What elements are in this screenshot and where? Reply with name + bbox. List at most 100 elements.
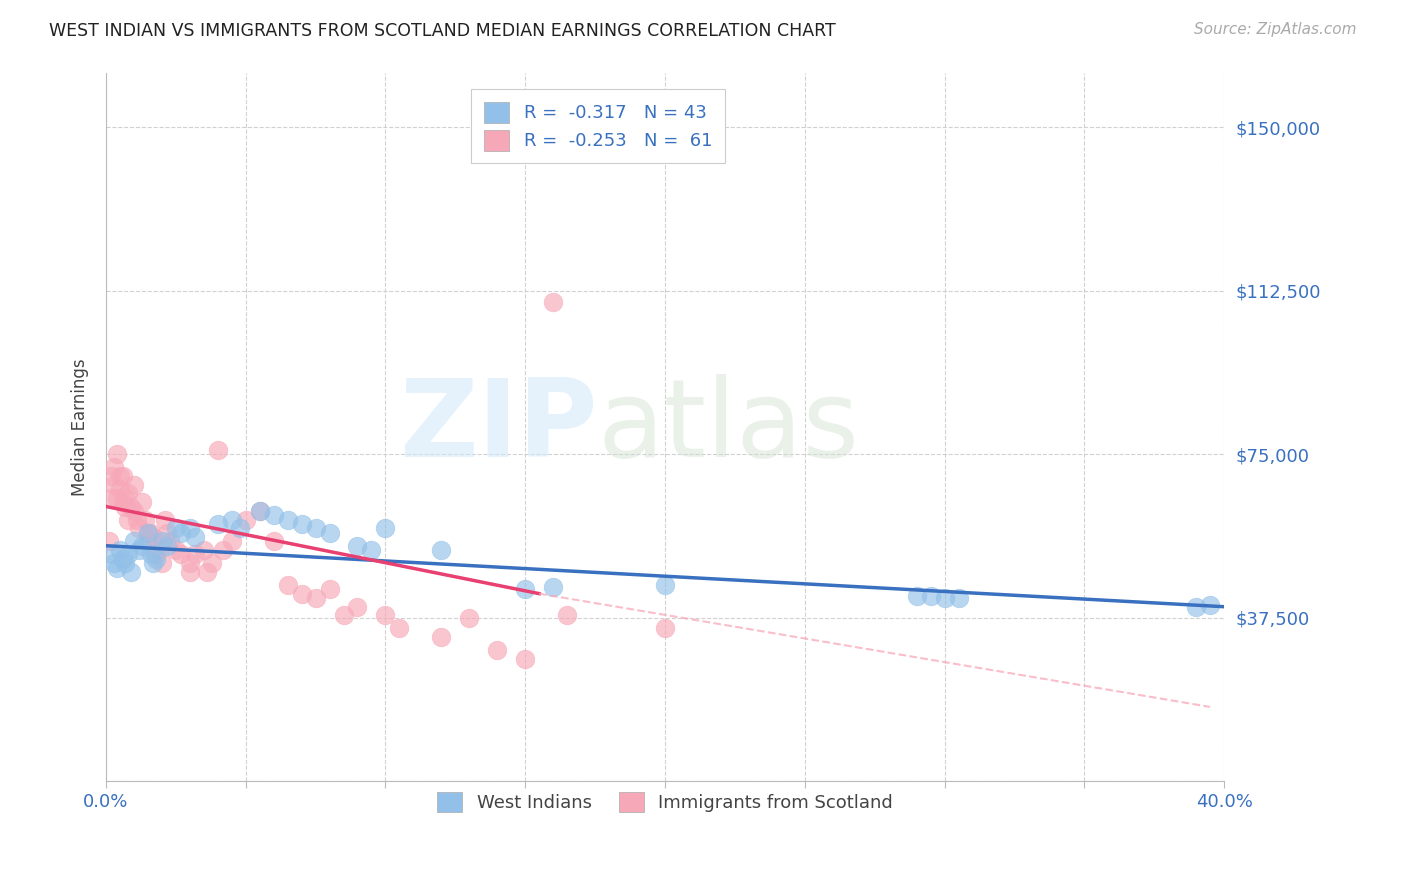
Point xyxy=(229,521,252,535)
Point xyxy=(291,587,314,601)
Point xyxy=(654,578,676,592)
Point xyxy=(555,608,578,623)
Point xyxy=(100,491,122,505)
Point xyxy=(304,521,326,535)
Point xyxy=(136,525,159,540)
Point xyxy=(105,491,128,505)
Point xyxy=(117,486,139,500)
Point xyxy=(458,610,481,624)
Point xyxy=(277,578,299,592)
Point xyxy=(346,539,368,553)
Point xyxy=(134,512,156,526)
Point xyxy=(207,516,229,531)
Point xyxy=(263,508,285,523)
Point xyxy=(905,589,928,603)
Point xyxy=(249,504,271,518)
Point xyxy=(195,565,218,579)
Point xyxy=(145,548,167,562)
Point xyxy=(142,530,165,544)
Text: atlas: atlas xyxy=(598,374,860,480)
Point xyxy=(108,543,131,558)
Point xyxy=(122,504,145,518)
Point xyxy=(374,608,396,623)
Point xyxy=(125,512,148,526)
Point xyxy=(235,512,257,526)
Point xyxy=(304,591,326,605)
Point xyxy=(105,560,128,574)
Point xyxy=(430,543,453,558)
Point xyxy=(103,477,125,491)
Point xyxy=(179,565,201,579)
Point xyxy=(156,525,179,540)
Point xyxy=(920,589,942,603)
Point xyxy=(212,543,235,558)
Point xyxy=(117,512,139,526)
Point xyxy=(97,534,120,549)
Point xyxy=(541,580,564,594)
Point xyxy=(120,500,142,514)
Point xyxy=(100,548,122,562)
Point xyxy=(117,548,139,562)
Text: Source: ZipAtlas.com: Source: ZipAtlas.com xyxy=(1194,22,1357,37)
Point xyxy=(1199,598,1222,612)
Point xyxy=(136,525,159,540)
Point xyxy=(948,591,970,605)
Point xyxy=(145,551,167,566)
Text: ZIP: ZIP xyxy=(399,374,598,480)
Point xyxy=(374,521,396,535)
Point xyxy=(150,534,173,549)
Legend: West Indians, Immigrants from Scotland: West Indians, Immigrants from Scotland xyxy=(425,779,905,825)
Point xyxy=(122,534,145,549)
Point xyxy=(221,512,243,526)
Point xyxy=(1185,599,1208,614)
Point xyxy=(318,525,340,540)
Point xyxy=(388,622,411,636)
Point xyxy=(486,643,509,657)
Point xyxy=(654,622,676,636)
Point xyxy=(139,548,162,562)
Point xyxy=(150,556,173,570)
Point xyxy=(114,491,136,505)
Point xyxy=(128,543,150,558)
Point xyxy=(249,504,271,518)
Point xyxy=(120,565,142,579)
Point xyxy=(156,539,179,553)
Point xyxy=(170,525,193,540)
Point xyxy=(201,556,224,570)
Point xyxy=(108,482,131,496)
Point xyxy=(159,534,181,549)
Point xyxy=(332,608,354,623)
Point xyxy=(103,460,125,475)
Point xyxy=(184,530,207,544)
Point xyxy=(515,652,537,666)
Point xyxy=(193,543,215,558)
Point xyxy=(221,534,243,549)
Point xyxy=(148,543,170,558)
Point xyxy=(179,521,201,535)
Point xyxy=(100,469,122,483)
Point xyxy=(103,556,125,570)
Point xyxy=(111,551,134,566)
Point xyxy=(515,582,537,597)
Point xyxy=(263,534,285,549)
Point xyxy=(111,469,134,483)
Point xyxy=(179,556,201,570)
Point xyxy=(165,521,187,535)
Point xyxy=(184,548,207,562)
Point xyxy=(346,599,368,614)
Point xyxy=(128,521,150,535)
Text: WEST INDIAN VS IMMIGRANTS FROM SCOTLAND MEDIAN EARNINGS CORRELATION CHART: WEST INDIAN VS IMMIGRANTS FROM SCOTLAND … xyxy=(49,22,837,40)
Y-axis label: Median Earnings: Median Earnings xyxy=(72,359,89,496)
Point xyxy=(108,469,131,483)
Point xyxy=(111,495,134,509)
Point xyxy=(131,495,153,509)
Point xyxy=(131,539,153,553)
Point xyxy=(139,525,162,540)
Point xyxy=(207,442,229,457)
Point xyxy=(114,500,136,514)
Point xyxy=(277,512,299,526)
Point xyxy=(165,543,187,558)
Point xyxy=(122,477,145,491)
Point xyxy=(430,630,453,644)
Point xyxy=(318,582,340,597)
